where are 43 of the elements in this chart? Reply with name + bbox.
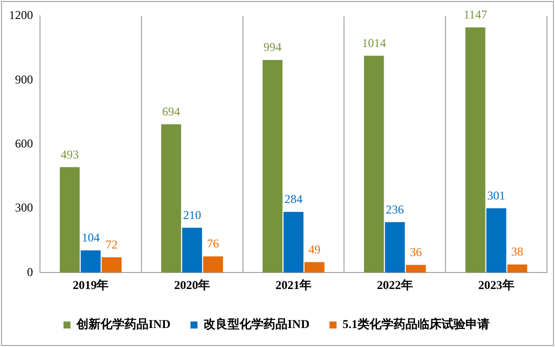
data-label: 694: [162, 104, 180, 118]
data-label: 38: [511, 244, 524, 259]
bar: [80, 250, 101, 273]
data-label: 76: [207, 236, 220, 251]
bar: [203, 256, 224, 273]
data-label: 1147: [464, 7, 488, 22]
x-tick-label: 2022年: [376, 278, 413, 292]
data-label: 36: [410, 245, 422, 260]
data-label: 236: [386, 202, 404, 216]
y-tick-label: 1200: [9, 8, 33, 22]
data-label: 1014: [362, 36, 386, 50]
x-tick-label: 2020年: [174, 278, 210, 292]
legend-label: 改良型化学药品IND: [204, 317, 310, 332]
x-tick-label: 2019年: [72, 278, 109, 292]
bar: [364, 56, 384, 273]
bar: [507, 264, 528, 273]
bar: [60, 167, 80, 273]
legend-label: 创新化学药品IND: [76, 317, 171, 332]
data-label: 493: [60, 147, 79, 162]
bar: [486, 208, 506, 273]
bar: [465, 27, 486, 273]
y-tick-label: 300: [15, 200, 33, 215]
bar: [102, 257, 122, 273]
y-tick-label: 900: [15, 72, 33, 86]
data-label: 49: [308, 242, 320, 256]
data-label: 994: [264, 40, 282, 54]
bar: [304, 262, 324, 273]
bar: [406, 264, 426, 273]
bar: [182, 228, 202, 273]
y-tick-label: 0: [27, 264, 33, 279]
x-tick-label: 2023年: [478, 278, 514, 292]
data-label: 104: [82, 230, 100, 245]
bar: [384, 222, 405, 273]
bar: [284, 212, 304, 273]
data-label: 284: [284, 192, 302, 206]
bar: [161, 124, 182, 273]
y-tick-label: 600: [15, 136, 33, 150]
x-tick-label: 2021年: [276, 278, 312, 292]
data-label: 301: [487, 188, 506, 202]
legend-label: 5.1类化学药品临床试验申请: [342, 317, 490, 332]
bar: [262, 60, 282, 273]
data-label: 210: [183, 208, 202, 222]
data-label: 72: [106, 237, 118, 252]
